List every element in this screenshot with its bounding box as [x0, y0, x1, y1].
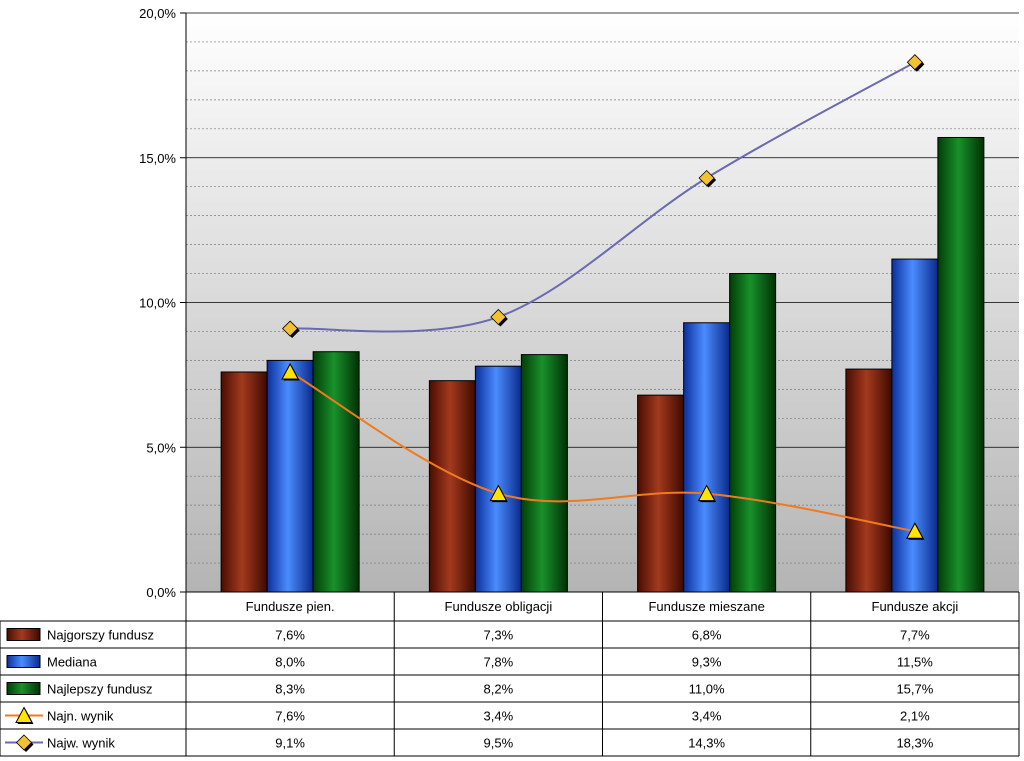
data-label: 14,3% [688, 736, 725, 751]
bar-2-0 [312, 351, 360, 593]
legend-key-0 [6, 628, 41, 641]
data-label: 8,0% [275, 655, 305, 670]
data-label: 11,5% [897, 655, 933, 670]
bar-1-1 [474, 365, 522, 593]
data-label: 6,8% [692, 628, 722, 643]
data-label: 7,8% [484, 655, 514, 670]
data-label: 9,5% [484, 736, 514, 751]
data-label: 9,3% [692, 655, 722, 670]
category-label: Fundusze obligacji [445, 599, 553, 614]
bar-0-0 [220, 371, 268, 593]
y-axis: 0,0% 5,0% 10,0% 15,0% 20,0% [139, 6, 187, 600]
bar-2-3 [937, 136, 985, 593]
y-tick-label: 10,0% [139, 296, 176, 311]
legend-key-marker-4 [15, 734, 33, 751]
y-tick-label: 0,0% [146, 585, 176, 600]
line-0 [289, 371, 916, 533]
bar-1-3 [891, 258, 939, 593]
series-name: Najgorszy fundusz [47, 628, 154, 643]
data-label: 7,6% [275, 628, 305, 643]
bar-2-2 [729, 273, 777, 593]
line-series [281, 54, 925, 540]
line-1 [290, 61, 916, 333]
data-label: 15,7% [896, 682, 933, 697]
data-label: 3,4% [484, 709, 514, 724]
series-name: Najlepszy fundusz [47, 682, 153, 697]
data-label: 8,3% [275, 682, 305, 697]
series-name: Najn. wynik [47, 709, 114, 724]
bar-1-0 [266, 359, 314, 593]
bar-0-3 [845, 368, 893, 593]
data-label: 7,3% [484, 628, 514, 643]
marker-0-1 [489, 484, 508, 502]
marker-1-0 [282, 320, 299, 337]
marker-0-0 [281, 362, 299, 380]
data-label: 9,1% [275, 736, 305, 751]
y-tick-label: 5,0% [146, 440, 176, 455]
legend-key-1 [6, 655, 41, 668]
data-label: 7,6% [275, 709, 305, 724]
legend-key-marker-3 [15, 706, 33, 723]
marker-1-1 [490, 308, 507, 326]
data-label: 18,3% [896, 736, 933, 751]
y-tick-label: 20,0% [139, 6, 176, 21]
category-label: Fundusze mieszane [648, 599, 764, 614]
data-label: 11,0% [689, 682, 725, 697]
marker-1-2 [698, 169, 715, 187]
legend-key-2 [6, 682, 41, 695]
bar-1-2 [683, 322, 731, 593]
category-label: Fundusze akcji [872, 599, 959, 614]
marker-0-2 [697, 484, 716, 502]
marker-1-3 [906, 54, 923, 71]
series-name: Najw. wynik [47, 736, 115, 751]
marker-0-3 [906, 522, 924, 539]
data-label: 3,4% [692, 709, 722, 724]
category-label: Fundusze pien. [246, 599, 335, 614]
series-name: Mediana [47, 655, 98, 670]
data-label: 8,2% [484, 682, 514, 697]
data-label: 7,7% [900, 628, 930, 643]
data-label: 2,1% [900, 709, 930, 724]
bar-0-1 [428, 380, 476, 593]
data-table: Fundusze pien. Fundusze obligacji Fundusze… [0, 591, 1020, 757]
y-tick-label: 15,0% [139, 151, 176, 166]
bar-2-1 [520, 354, 568, 593]
